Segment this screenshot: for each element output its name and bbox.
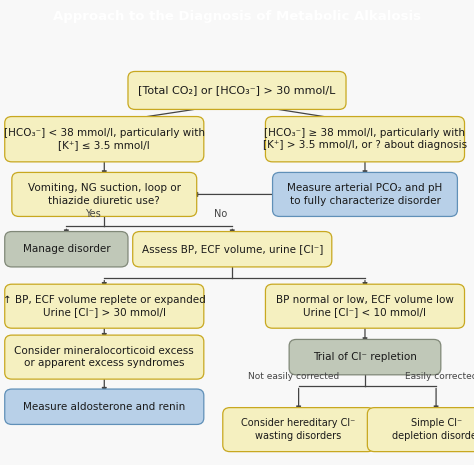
Text: Consider mineralocorticoid excess
or apparent excess syndromes: Consider mineralocorticoid excess or app… (14, 346, 194, 368)
Text: Measure arterial PCO₂ and pH
to fully characterize disorder: Measure arterial PCO₂ and pH to fully ch… (287, 183, 443, 206)
Text: Measure aldosterone and renin: Measure aldosterone and renin (23, 402, 185, 412)
Text: Not easily corrected: Not easily corrected (248, 372, 339, 381)
FancyBboxPatch shape (5, 117, 204, 162)
FancyBboxPatch shape (5, 284, 204, 328)
FancyBboxPatch shape (289, 339, 441, 375)
Text: Vomiting, NG suction, loop or
thiazide diuretic use?: Vomiting, NG suction, loop or thiazide d… (28, 183, 181, 206)
Text: Manage disorder: Manage disorder (23, 244, 110, 254)
Text: No: No (214, 209, 228, 219)
Text: Consider hereditary Cl⁻
wasting disorders: Consider hereditary Cl⁻ wasting disorder… (241, 418, 356, 441)
FancyBboxPatch shape (265, 284, 465, 328)
FancyBboxPatch shape (133, 232, 332, 267)
Text: [Total CO₂] or [HCO₃⁻] > 30 mmol/L: [Total CO₂] or [HCO₃⁻] > 30 mmol/L (138, 86, 336, 95)
FancyBboxPatch shape (5, 389, 204, 425)
Text: Easily corrected: Easily corrected (405, 372, 474, 381)
Text: Approach to the Diagnosis of Metabolic Alkalosis: Approach to the Diagnosis of Metabolic A… (53, 10, 421, 23)
FancyBboxPatch shape (12, 173, 197, 216)
FancyBboxPatch shape (273, 173, 457, 216)
Text: Trial of Cl⁻ repletion: Trial of Cl⁻ repletion (313, 352, 417, 362)
FancyBboxPatch shape (265, 117, 465, 162)
Text: ↑ BP, ECF volume replete or expanded
Urine [Cl⁻] > 30 mmol/l: ↑ BP, ECF volume replete or expanded Uri… (3, 295, 206, 318)
Text: [HCO₃⁻] ≥ 38 mmol/l, particularly with
[K⁺] > 3.5 mmol/l, or ? about diagnosis: [HCO₃⁻] ≥ 38 mmol/l, particularly with [… (263, 128, 467, 150)
FancyBboxPatch shape (223, 408, 374, 452)
FancyBboxPatch shape (367, 408, 474, 452)
Text: Assess BP, ECF volume, urine [Cl⁻]: Assess BP, ECF volume, urine [Cl⁻] (142, 244, 323, 254)
Text: [HCO₃⁻] < 38 mmol/l, particularly with
[K⁺] ≤ 3.5 mmol/l: [HCO₃⁻] < 38 mmol/l, particularly with [… (4, 128, 205, 150)
FancyBboxPatch shape (5, 232, 128, 267)
Text: BP normal or low, ECF volume low
Urine [Cl⁻] < 10 mmol/l: BP normal or low, ECF volume low Urine [… (276, 295, 454, 318)
FancyBboxPatch shape (128, 72, 346, 109)
Text: Yes: Yes (85, 209, 101, 219)
FancyBboxPatch shape (5, 335, 204, 379)
Text: Simple Cl⁻
depletion disorder: Simple Cl⁻ depletion disorder (392, 418, 474, 441)
